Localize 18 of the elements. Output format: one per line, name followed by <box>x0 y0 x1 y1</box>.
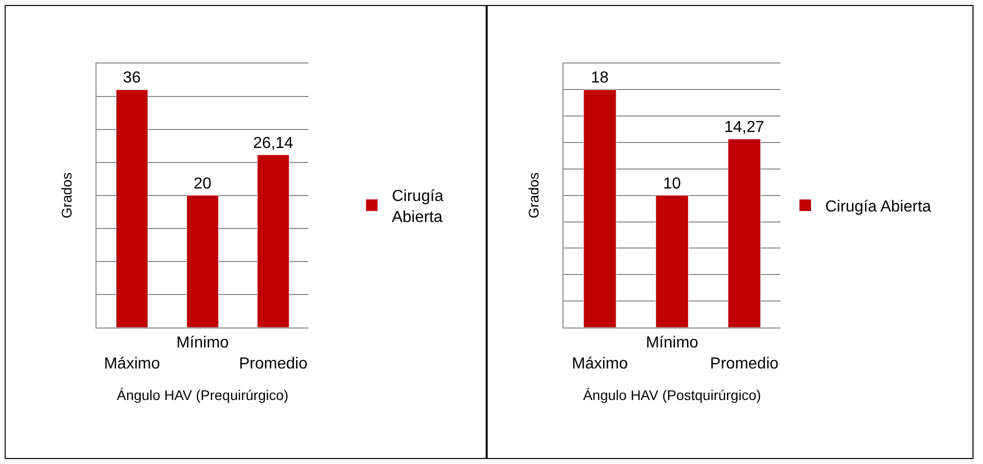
data-label: 14,27 <box>724 118 764 136</box>
x-tick-label: Máximo <box>104 355 160 372</box>
y-axis-title: Grados <box>58 172 74 218</box>
x-axis-title: Ángulo HAV (Prequirúrgico) <box>116 386 288 403</box>
x-tick-label: Máximo <box>572 355 628 372</box>
legend-label: Cirugía Abierta <box>392 188 444 226</box>
data-label: 20 <box>194 175 212 192</box>
legend-label: Cirugía Abierta <box>825 198 932 216</box>
x-tick-label: Mínimo <box>646 334 698 352</box>
x-tick-label: Mínimo <box>176 334 229 352</box>
data-label: 26,14 <box>253 134 294 152</box>
data-label: 18 <box>590 70 609 87</box>
data-label: 10 <box>663 175 682 192</box>
x-axis-title: Ángulo HAV (Postquirúrgico) <box>583 386 762 403</box>
data-label: 36 <box>123 70 141 87</box>
x-tick-label: Promedio <box>238 355 308 372</box>
x-tick-label: Promedio <box>710 355 779 372</box>
y-axis-title: Grados <box>525 172 542 218</box>
